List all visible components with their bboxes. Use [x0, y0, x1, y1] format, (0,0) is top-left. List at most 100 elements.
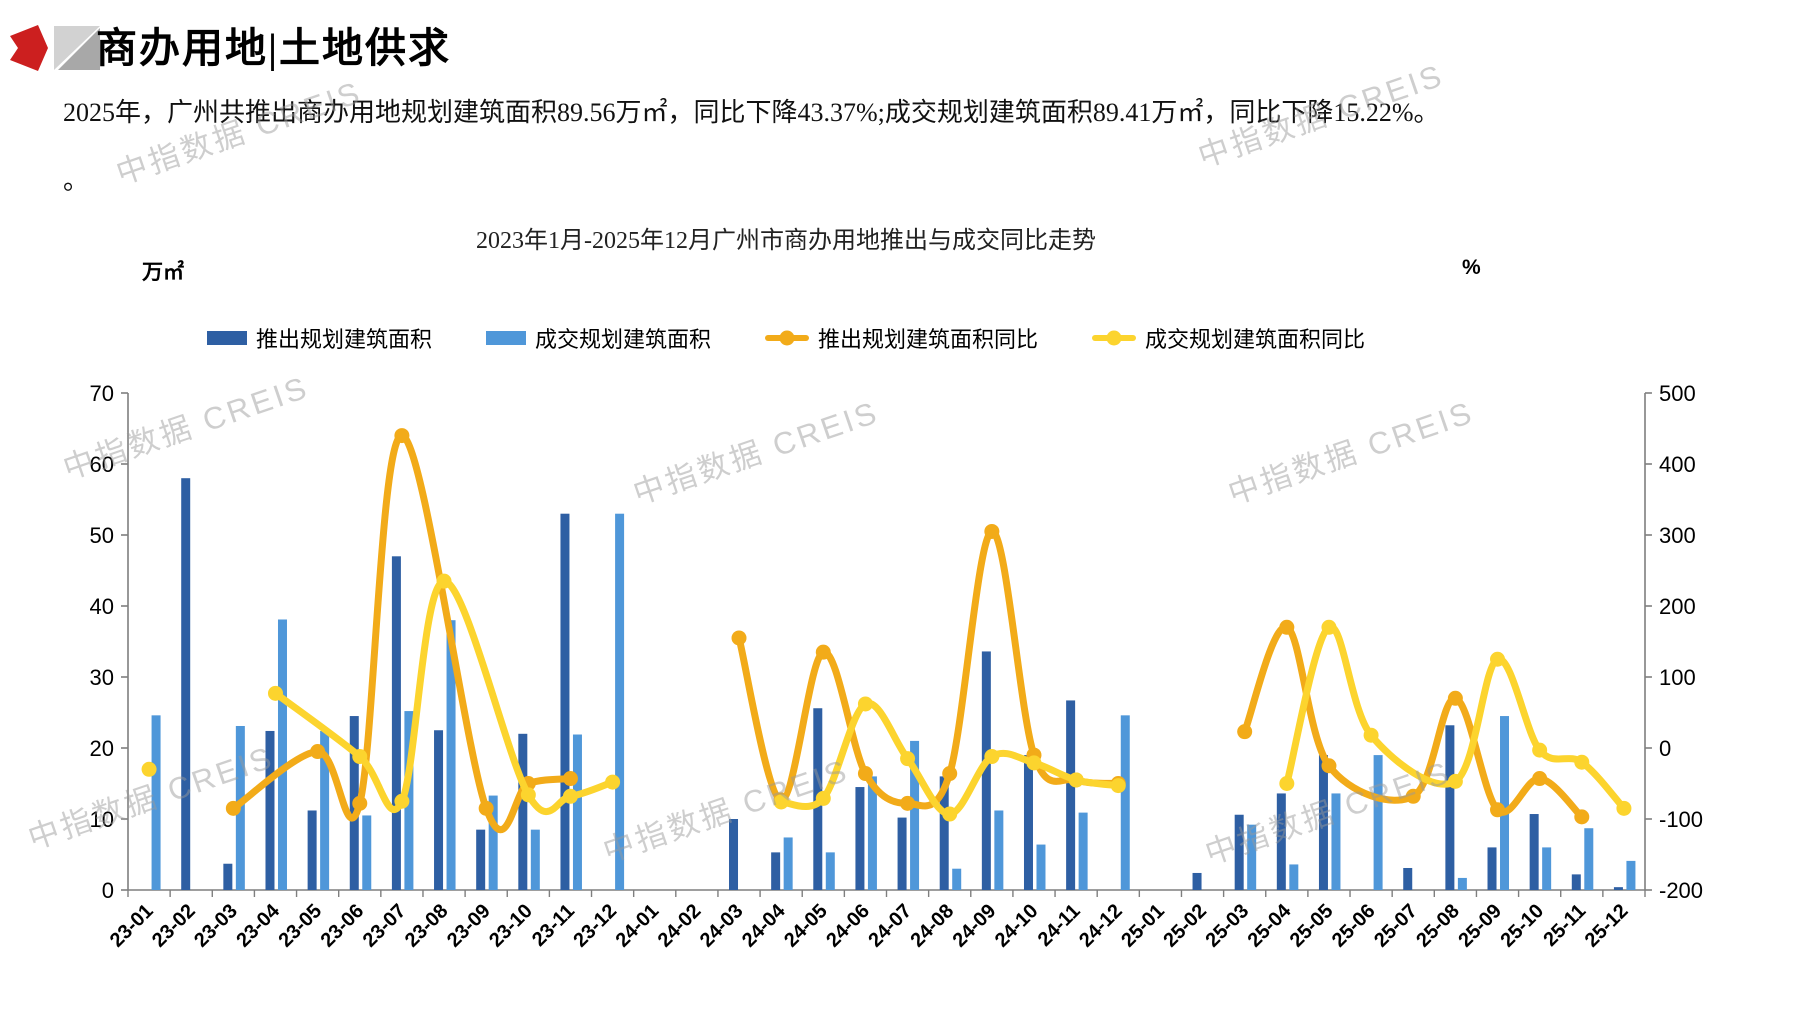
point-deal-yoy-25-10	[1532, 742, 1548, 758]
bar-deal-24-08	[952, 868, 962, 890]
bar-deal-23-05	[320, 730, 330, 890]
bar-supply-23-05	[307, 810, 317, 890]
x-label: 24-02	[654, 900, 706, 952]
bar-deal-24-12	[1120, 715, 1130, 890]
left-tick-label: 70	[90, 381, 114, 406]
line-supply-yoy	[1241, 623, 1586, 821]
chart-legend: 推出规划建筑面积 成交规划建筑面积 推出规划建筑面积同比 成交规划建筑面积同比	[0, 322, 1572, 354]
bar-deal-23-10	[530, 829, 540, 890]
legend-bar-swatch-icon	[485, 331, 526, 345]
summary-text: 2025年，广州共推出商办用地规划建筑面积89.56万㎡，同比下降43.37%;…	[63, 98, 1440, 127]
right-tick-label: -100	[1659, 807, 1703, 832]
line-supply-yoy	[735, 527, 1122, 810]
bar-supply-23-09	[476, 829, 486, 890]
bar-supply-23-08	[434, 730, 444, 890]
chart-title: 2023年1月-2025年12月广州市商办用地推出与成交同比走势	[476, 228, 1096, 254]
bar-deal-23-01	[151, 715, 161, 890]
point-supply-yoy-25-03	[1237, 724, 1253, 740]
x-label: 24-10	[991, 900, 1043, 952]
x-label: 23-10	[485, 900, 537, 952]
point-supply-yoy-23-07	[394, 428, 410, 444]
legend-line-swatch-icon	[765, 330, 809, 346]
x-label: 25-02	[1159, 900, 1211, 952]
x-label: 25-06	[1328, 900, 1380, 952]
bar-deal-23-04	[277, 619, 287, 890]
bar-supply-23-10	[518, 733, 528, 890]
left-tick-label: 40	[90, 594, 114, 619]
point-deal-yoy-24-08	[942, 806, 958, 822]
bar-deal-23-08	[446, 620, 456, 890]
bar-deal-25-09	[1500, 716, 1510, 890]
bar-supply-25-05	[1318, 755, 1328, 890]
bar-deal-24-04	[783, 837, 793, 890]
x-label: 24-04	[738, 899, 790, 951]
x-label: 23-06	[317, 900, 369, 952]
bar-deal-25-04	[1289, 864, 1299, 890]
left-axis-unit-label: 万㎡	[142, 261, 184, 284]
x-label: 23-12	[569, 900, 621, 952]
bar-supply-25-08	[1445, 725, 1455, 890]
summary-footnote: 。	[63, 166, 90, 195]
point-deal-yoy-25-04	[1279, 776, 1295, 791]
point-supply-yoy-24-03	[731, 630, 747, 646]
bar-supply-24-07	[897, 817, 907, 890]
point-deal-yoy-24-10	[1026, 755, 1042, 771]
point-supply-yoy-24-09	[984, 523, 1000, 539]
bar-deal-23-12	[615, 513, 625, 890]
point-supply-yoy-25-10	[1532, 771, 1548, 787]
point-deal-yoy-25-06	[1363, 727, 1379, 743]
point-deal-yoy-24-11	[1068, 772, 1084, 788]
point-supply-yoy-23-09	[478, 800, 494, 816]
point-deal-yoy-25-11	[1574, 754, 1590, 770]
bar-deal-23-06	[362, 815, 372, 890]
left-tick-label: 0	[102, 878, 114, 903]
bar-supply-25-09	[1487, 847, 1497, 890]
right-tick-label: 400	[1659, 452, 1696, 477]
bar-deal-25-11	[1584, 828, 1594, 890]
point-supply-yoy-25-11	[1574, 809, 1590, 825]
legend-item-1[interactable]: 成交规划建筑面积	[485, 322, 711, 354]
legend-item-0[interactable]: 推出规划建筑面积	[206, 322, 432, 354]
legend-label: 成交规划建筑面积	[534, 327, 711, 352]
legend-label: 推出规划建筑面积同比	[818, 327, 1039, 352]
right-tick-label: 300	[1659, 523, 1696, 548]
creis-logo-icon	[10, 25, 100, 71]
x-label: 23-02	[148, 900, 200, 952]
logo-red-shape	[10, 25, 48, 71]
left-tick-label: 60	[90, 452, 114, 477]
legend-line-swatch-icon	[1092, 330, 1137, 346]
point-deal-yoy-23-08	[436, 573, 452, 589]
bar-supply-24-06	[855, 787, 865, 890]
point-supply-yoy-23-03	[225, 800, 241, 816]
bar-supply-23-02	[181, 478, 191, 890]
point-deal-yoy-24-06	[857, 696, 873, 712]
point-deal-yoy-24-05	[815, 790, 831, 806]
point-supply-yoy-23-06	[352, 795, 368, 811]
bar-deal-23-09	[488, 795, 498, 890]
legend-item-3[interactable]: 成交规划建筑面积同比	[1092, 322, 1365, 354]
right-tick-label: -200	[1659, 878, 1703, 903]
left-tick-label: 10	[90, 807, 114, 832]
x-label: 25-05	[1286, 900, 1338, 952]
point-deal-yoy-25-05	[1321, 619, 1337, 635]
bar-deal-25-08	[1457, 877, 1467, 890]
x-label: 24-09	[949, 900, 1001, 952]
bar-supply-24-04	[771, 852, 781, 890]
point-deal-yoy-23-04	[267, 685, 283, 701]
right-tick-label: 0	[1659, 736, 1671, 761]
bar-supply-24-09	[981, 651, 991, 890]
bar-supply-25-07	[1403, 867, 1413, 890]
point-supply-yoy-25-08	[1447, 690, 1463, 706]
point-supply-yoy-25-05	[1321, 758, 1337, 774]
right-tick-label: 100	[1659, 665, 1696, 690]
bar-deal-25-06	[1373, 755, 1383, 890]
point-deal-yoy-24-12	[1110, 778, 1126, 794]
x-label: 25-08	[1412, 900, 1464, 952]
legend-line-dot-icon	[1106, 330, 1122, 346]
bar-deal-25-05	[1331, 793, 1341, 890]
point-deal-yoy-23-11	[562, 788, 578, 804]
point-supply-yoy-25-07	[1405, 788, 1421, 804]
x-label: 24-01	[612, 900, 664, 952]
legend-item-2[interactable]: 推出规划建筑面积同比	[765, 322, 1038, 354]
point-supply-yoy-24-06	[857, 766, 873, 782]
